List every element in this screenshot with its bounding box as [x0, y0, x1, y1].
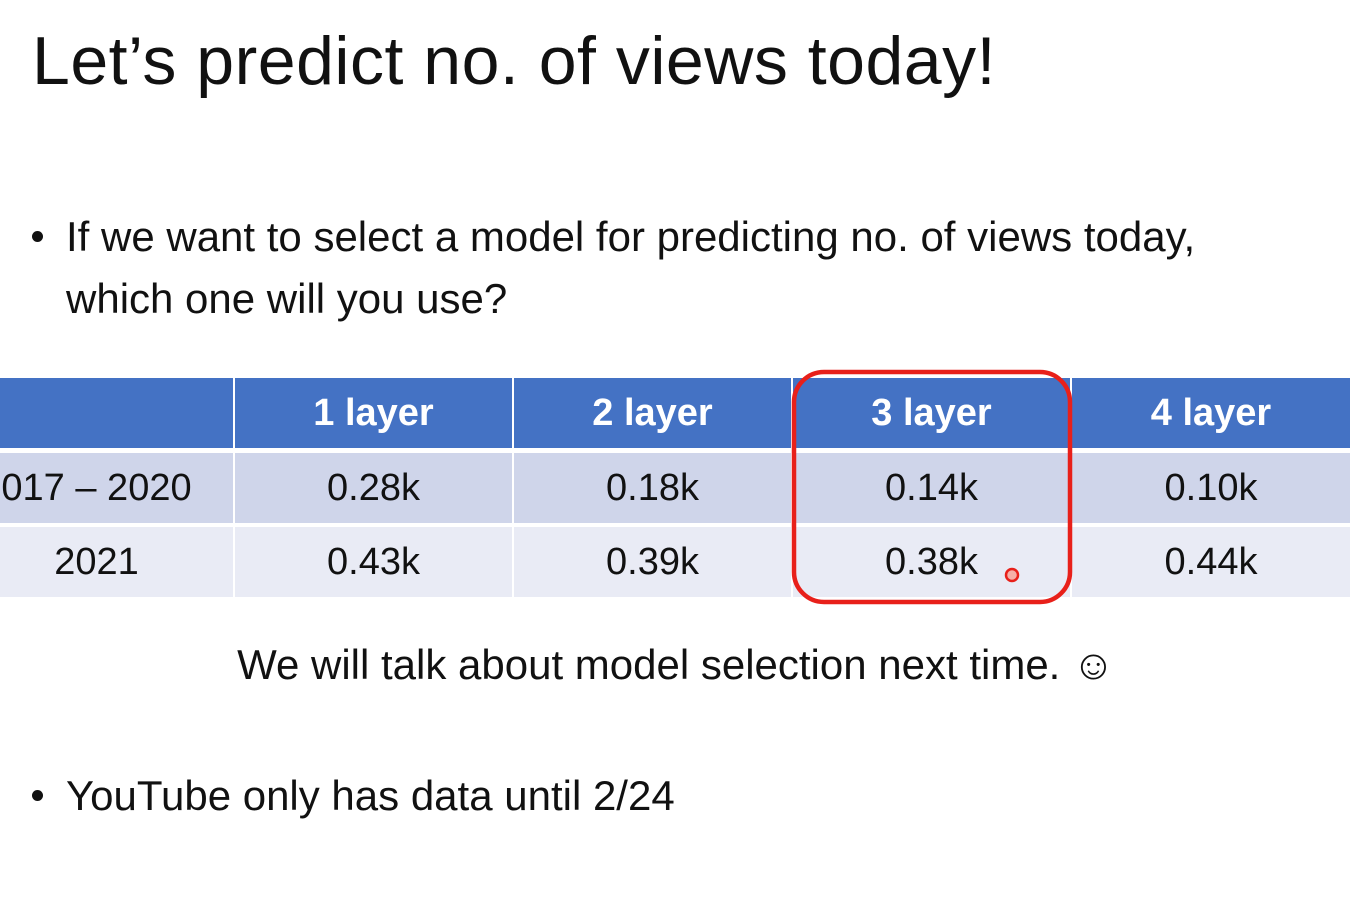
bullet-marker [32, 790, 43, 801]
header-cell: 3 layer [793, 378, 1070, 448]
bullet-marker [32, 231, 43, 242]
highlight-box [791, 369, 1073, 605]
row-label: 2021 [0, 527, 233, 597]
header-cell: 1 layer [235, 378, 512, 448]
table-cell: 0.14k [793, 453, 1070, 523]
bullet-text: YouTube only has data until 2/24 [66, 772, 675, 819]
header-cell [0, 378, 233, 448]
table-cell: 0.38k [793, 527, 1070, 597]
bullet-text: If we want to select a model for predict… [66, 213, 1196, 322]
table-cell: 0.39k [514, 527, 791, 597]
row-label: 017 – 2020 [0, 453, 233, 523]
slide-title: Let’s predict no. of views today! [32, 23, 996, 99]
note: We will talk about model selection next … [237, 641, 1115, 688]
pointer [1004, 567, 1020, 583]
table-cell: 0.10k [1072, 453, 1350, 523]
table-cell: 0.28k [235, 453, 512, 523]
table-cell: 0.43k [235, 527, 512, 597]
table-cell: 0.18k [514, 453, 791, 523]
header-cell: 4 layer [1072, 378, 1350, 448]
header-cell: 2 layer [514, 378, 791, 448]
table-cell: 0.44k [1072, 527, 1350, 597]
